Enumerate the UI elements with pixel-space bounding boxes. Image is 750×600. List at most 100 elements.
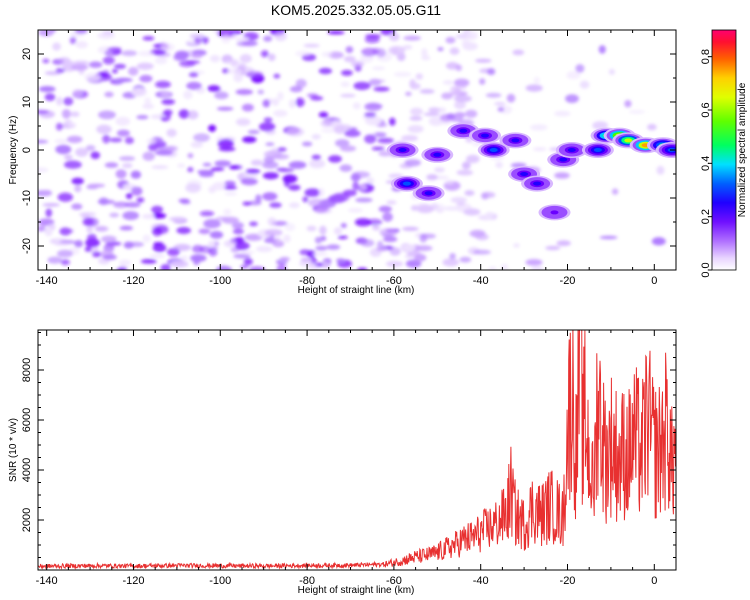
spectrogram-noise-blob bbox=[208, 124, 217, 132]
spectrogram-noise-blob bbox=[262, 99, 271, 108]
spectrogram-noise-blob bbox=[75, 41, 88, 49]
y-tick-label: -10 bbox=[21, 190, 33, 206]
x-tick-label: 0 bbox=[651, 575, 657, 587]
spectrogram-hotspot-contour bbox=[593, 148, 602, 152]
spectrogram-noise-blob bbox=[279, 256, 290, 262]
spectrogram-noise-blob bbox=[565, 94, 579, 103]
spectrogram-noise-blob bbox=[68, 122, 77, 127]
x-tick-label: -120 bbox=[122, 575, 144, 587]
spectrogram-hotspot bbox=[469, 127, 501, 144]
spectrogram-noise-blob bbox=[97, 32, 115, 40]
spectrogram-x-ticks: -140 -120 -100 -80 -60 -40 -20 0 bbox=[36, 30, 677, 287]
spectrogram-noise-blob bbox=[84, 246, 92, 252]
spectrogram-noise-blob bbox=[146, 138, 157, 145]
spectrogram-noise-blob bbox=[436, 203, 445, 213]
spectrogram-noise-blob bbox=[187, 110, 199, 120]
colorbar-tick-label: 0.8 bbox=[700, 49, 712, 64]
spectrogram-noise-blob bbox=[214, 160, 232, 167]
spectrogram-noise-blob bbox=[247, 72, 255, 77]
spectrogram-noise-blob bbox=[111, 69, 118, 74]
spectrogram-noise-blob bbox=[437, 107, 446, 114]
spectrogram-noise-blob bbox=[226, 68, 244, 75]
spectrogram-noise-blob bbox=[624, 100, 632, 108]
spectrogram-noise-blob bbox=[428, 116, 444, 127]
spectrogram-noise-blob bbox=[142, 151, 155, 161]
spectrogram-noise-blob bbox=[366, 177, 375, 185]
spectrogram-noise-blob bbox=[131, 87, 147, 97]
spectrogram-hotspot bbox=[412, 185, 445, 202]
spectrogram-noise-blob bbox=[74, 184, 82, 193]
spectrogram-noise-blob bbox=[352, 181, 359, 191]
spectrogram-noise-blob bbox=[71, 64, 89, 71]
spectrogram-noise-blob bbox=[554, 110, 571, 117]
spectrogram-noise-blob bbox=[142, 103, 155, 110]
spectrogram-noise-blob bbox=[479, 78, 486, 85]
spectrogram-noise-blob bbox=[102, 134, 111, 144]
spectrogram-noise-blob bbox=[168, 216, 187, 222]
spectrogram-hotspot bbox=[555, 142, 588, 158]
spectrogram-noise-blob bbox=[138, 50, 155, 57]
snr-plot-area bbox=[38, 330, 676, 570]
spectrogram-noise-blob bbox=[410, 205, 419, 211]
spectrogram-noise-blob bbox=[354, 218, 372, 227]
spectrogram-hotspot-contour bbox=[624, 138, 633, 143]
spectrogram-noise-blob bbox=[119, 156, 136, 161]
spectrogram-hotspot bbox=[538, 204, 571, 221]
spectrogram-noise-blob bbox=[214, 91, 229, 100]
spectrogram-noise-blob bbox=[351, 60, 365, 68]
spectrogram-noise-blob bbox=[340, 93, 356, 98]
spectrogram-noise-blob bbox=[315, 245, 328, 251]
spectrogram-noise-blob bbox=[209, 231, 224, 239]
spectrogram-noise-blob bbox=[443, 206, 461, 211]
spectrogram-noise-blob bbox=[273, 109, 288, 117]
spectrogram-noise-blob bbox=[308, 159, 326, 169]
spectrogram-noise-blob bbox=[209, 55, 220, 62]
spectrogram-noise-blob bbox=[402, 226, 419, 231]
spectrogram-noise-blob bbox=[446, 113, 456, 120]
spectrogram-noise-blob bbox=[335, 139, 350, 148]
spectrogram-noise-blob bbox=[283, 234, 291, 243]
spectrogram-noise-blob bbox=[445, 36, 456, 44]
spectrogram-hotspot bbox=[477, 142, 510, 158]
spectrogram-noise-blob bbox=[554, 172, 570, 179]
snr-y-label: SNR (10 * v/v) bbox=[8, 418, 19, 482]
spectrogram-noise-blob bbox=[599, 235, 618, 240]
spectrogram-noise-blob bbox=[203, 219, 221, 229]
spectrogram-noise-blob bbox=[202, 162, 212, 167]
x-tick-label: -100 bbox=[209, 275, 231, 287]
spectrogram-noise-blob bbox=[364, 134, 377, 144]
x-tick-label: -140 bbox=[36, 275, 58, 287]
spectrogram-noise-blob bbox=[216, 106, 234, 111]
spectrogram-noise-blob bbox=[442, 80, 454, 85]
spectrogram-noise-blob bbox=[341, 69, 353, 76]
spectrogram-noise-blob bbox=[340, 222, 347, 229]
spectrogram-noise-blob bbox=[105, 241, 122, 246]
spectrogram-noise-blob bbox=[423, 112, 441, 117]
spectrogram-hotspot-contour bbox=[559, 157, 568, 162]
spectrogram-noise-blob bbox=[449, 47, 460, 55]
spectrogram-noise-blob bbox=[304, 188, 321, 197]
spectrogram-noise-blob bbox=[86, 225, 93, 233]
colorbar: 0.0 0.2 0.4 0.6 0.8 Normalized spectral ampl… bbox=[700, 29, 748, 278]
colorbar-tick-label: 0.2 bbox=[700, 209, 712, 224]
spectrogram-noise-blob bbox=[328, 51, 344, 59]
spectrogram-noise-blob bbox=[465, 109, 478, 118]
spectrogram-noise-blob bbox=[142, 234, 151, 243]
spectrogram-noise-blob bbox=[379, 228, 398, 237]
spectrogram-noise-blob bbox=[344, 130, 361, 137]
spectrogram-noise-blob bbox=[208, 247, 218, 257]
spectrogram-noise-blob bbox=[163, 109, 173, 116]
spectrogram-hotspot-contour bbox=[567, 148, 576, 152]
spectrogram-noise-blob bbox=[430, 203, 439, 211]
spectrogram-noise-blob bbox=[188, 72, 199, 78]
y-tick-label: 8000 bbox=[21, 358, 33, 382]
spectrogram-noise-blob bbox=[160, 116, 167, 121]
spectrogram-noise-blob bbox=[456, 169, 473, 176]
spectrogram-noise-blob bbox=[223, 186, 238, 190]
spectrogram-noise-blob bbox=[320, 119, 333, 128]
spectrogram-noise-blob bbox=[64, 160, 82, 169]
spectrogram-noise-blob bbox=[319, 225, 327, 235]
spectrogram-noise-blob bbox=[242, 201, 252, 206]
spectrogram-noise-blob bbox=[410, 83, 421, 90]
